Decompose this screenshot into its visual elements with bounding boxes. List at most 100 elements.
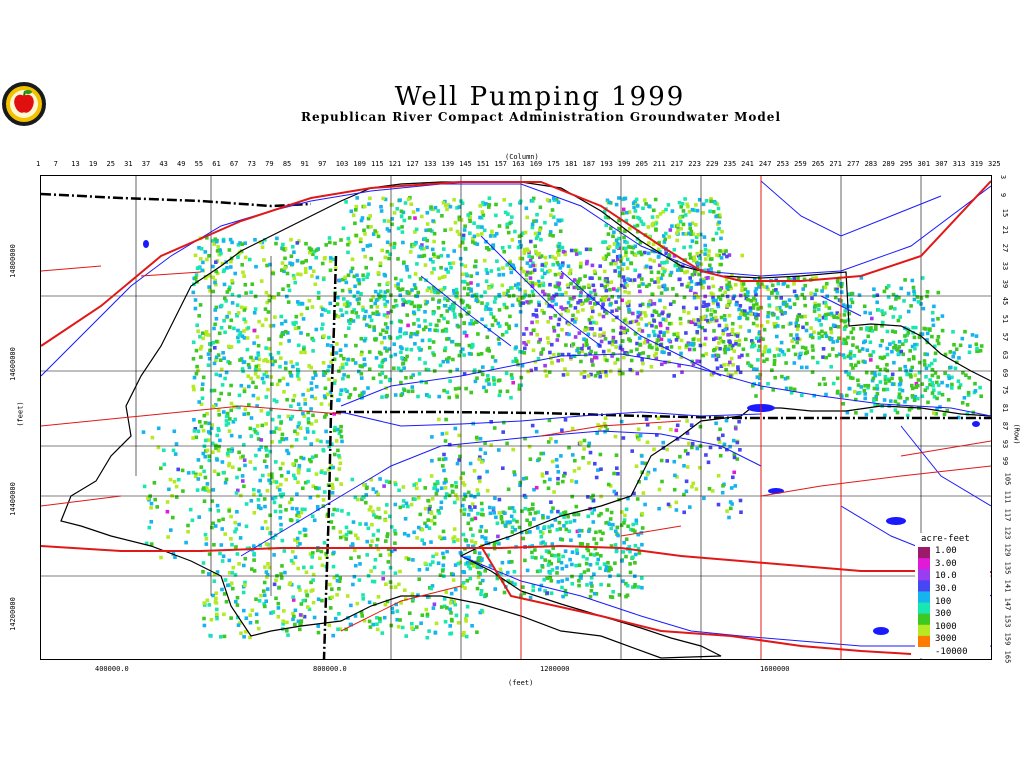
pumping-cell xyxy=(681,209,686,213)
pumping-cell xyxy=(193,253,198,258)
pumping-cell xyxy=(410,621,414,626)
pumping-cell xyxy=(283,330,288,334)
pumping-cell xyxy=(369,225,373,229)
pumping-cell xyxy=(286,300,291,304)
pumping-cell xyxy=(487,203,492,207)
pumping-cell xyxy=(899,286,903,291)
pumping-cell xyxy=(556,250,560,255)
pumping-cell xyxy=(500,520,505,525)
pumping-cell xyxy=(796,276,800,280)
pumping-cell xyxy=(218,248,222,253)
pumping-cell xyxy=(295,519,300,523)
pumping-cell xyxy=(524,327,529,331)
pumping-cell xyxy=(243,583,247,587)
pumping-cell xyxy=(256,626,261,631)
pumping-cell xyxy=(834,295,838,300)
pumping-cell xyxy=(227,558,232,563)
pumping-cell xyxy=(254,364,258,369)
pumping-cell xyxy=(427,228,432,232)
pumping-cell xyxy=(593,271,597,275)
pumping-cell xyxy=(585,259,589,264)
pumping-cell xyxy=(349,209,354,214)
pumping-cell xyxy=(249,290,253,295)
pumping-cell xyxy=(921,306,926,311)
pumping-cell xyxy=(801,287,805,291)
pumping-cell xyxy=(444,267,448,272)
pumping-cell xyxy=(424,228,428,233)
pumping-cell xyxy=(359,372,364,376)
pumping-cell xyxy=(226,583,230,588)
pumping-cell xyxy=(518,287,522,292)
pumping-cell xyxy=(606,297,611,302)
pumping-cell xyxy=(590,263,595,268)
pumping-cell xyxy=(440,329,445,333)
pumping-cell xyxy=(375,537,380,542)
pumping-cell xyxy=(660,261,664,265)
pumping-cell xyxy=(697,324,702,329)
column-tick: 97 xyxy=(318,160,327,168)
pumping-cell xyxy=(292,276,297,281)
pumping-cell xyxy=(885,368,889,373)
pumping-cell xyxy=(498,324,502,328)
pumping-cell xyxy=(280,437,284,441)
pumping-cell xyxy=(448,204,453,209)
pumping-cell xyxy=(603,278,608,283)
pumping-cell xyxy=(679,268,684,272)
pumping-cell xyxy=(528,276,533,280)
pumping-cell xyxy=(621,211,625,216)
pumping-cell xyxy=(632,224,637,229)
pumping-cell xyxy=(295,362,299,366)
pumping-cell xyxy=(854,397,858,402)
pumping-cell xyxy=(441,240,446,245)
pumping-cell xyxy=(426,518,430,522)
pumping-cell xyxy=(242,458,247,462)
pumping-cell xyxy=(463,246,468,251)
pumping-cell xyxy=(926,400,930,405)
pumping-cell xyxy=(291,611,295,616)
pumping-cell xyxy=(688,288,693,293)
pumping-cell xyxy=(276,601,281,606)
pumping-cell xyxy=(956,379,961,383)
pumping-cell xyxy=(734,302,739,307)
pumping-cell xyxy=(407,216,412,220)
pumping-cell xyxy=(335,508,340,512)
pumping-cell xyxy=(463,264,468,268)
pumping-map xyxy=(40,175,992,660)
pumping-cell xyxy=(530,225,535,230)
pumping-cell xyxy=(425,222,430,226)
pumping-cell xyxy=(675,475,679,479)
pumping-cell xyxy=(647,241,651,245)
pumping-cell xyxy=(922,359,927,363)
pumping-cell xyxy=(321,448,326,453)
pumping-cell xyxy=(435,480,440,484)
pumping-cell xyxy=(257,489,261,493)
pumping-cell xyxy=(266,412,270,416)
pumping-cell xyxy=(556,476,560,481)
pumping-cell xyxy=(297,463,302,468)
pumping-cell xyxy=(336,314,341,319)
pumping-cell xyxy=(534,313,539,318)
pumping-cell xyxy=(659,343,663,347)
pumping-cell xyxy=(262,593,267,597)
feet-x-tick: 1200000 xyxy=(540,665,570,673)
pumping-cell xyxy=(795,340,799,345)
pumping-cell xyxy=(471,533,475,538)
pumping-cell xyxy=(702,342,707,347)
pumping-cell xyxy=(432,288,437,293)
pumping-cell xyxy=(463,586,467,590)
pumping-cell xyxy=(205,486,209,490)
pumping-cell xyxy=(364,522,368,526)
pumping-cell xyxy=(240,242,244,246)
pumping-cell xyxy=(491,376,496,380)
pumping-cell xyxy=(702,235,707,239)
pumping-cell xyxy=(201,331,205,335)
pumping-cell xyxy=(614,308,619,312)
pumping-cell xyxy=(631,522,635,527)
pumping-cell xyxy=(847,292,852,296)
pumping-cell xyxy=(247,384,251,389)
pumping-cell xyxy=(561,554,565,559)
pumping-cell xyxy=(665,346,669,350)
pumping-cell xyxy=(219,391,223,396)
pumping-cell xyxy=(730,502,734,506)
pumping-cell xyxy=(575,348,579,353)
